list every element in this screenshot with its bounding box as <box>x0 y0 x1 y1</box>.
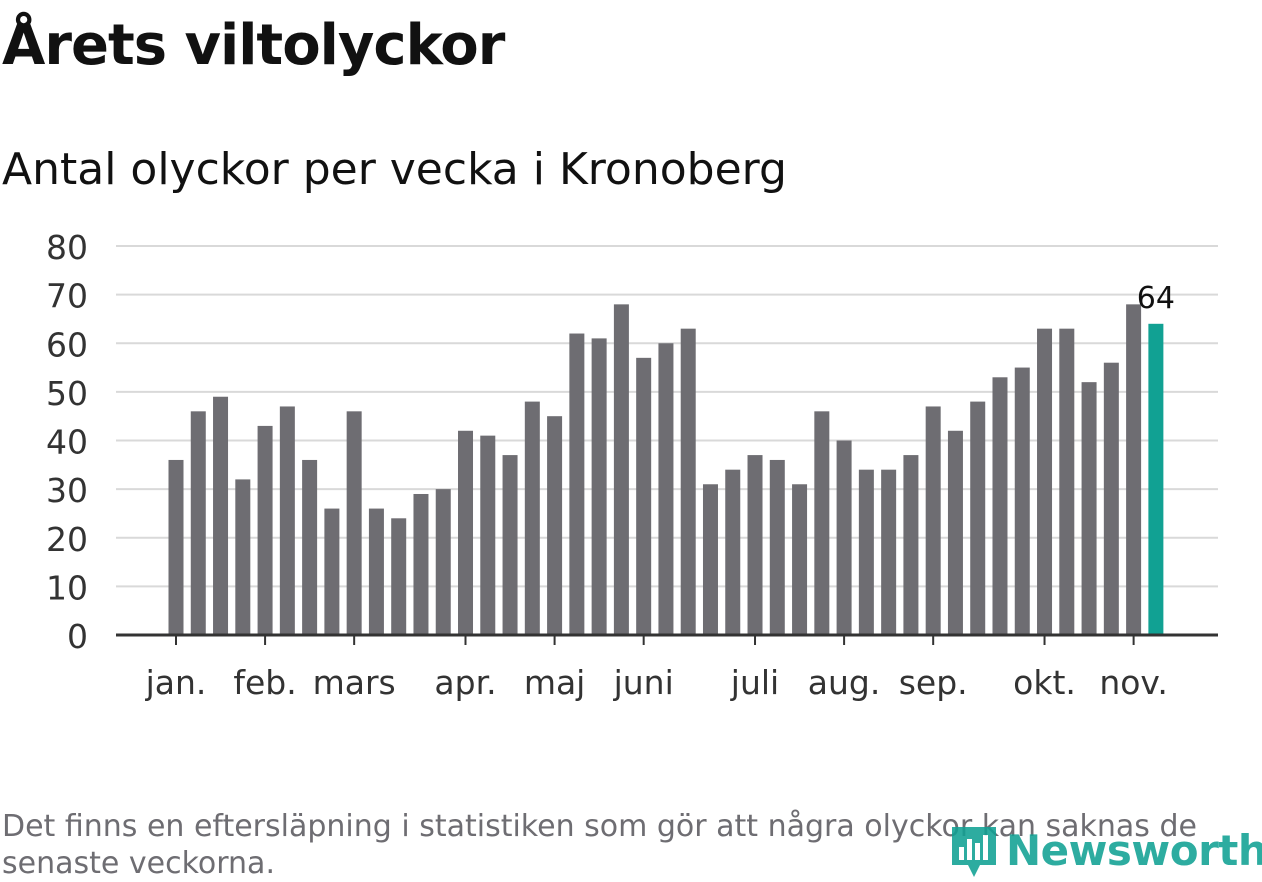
newsworthy-logo-text: Newsworthy <box>1006 825 1262 875</box>
bar <box>257 425 273 635</box>
bar <box>769 459 785 635</box>
bar <box>1037 328 1053 635</box>
x-tick-label: sep. <box>899 663 968 702</box>
bar <box>591 338 607 635</box>
bar <box>613 304 629 635</box>
chart-title: Årets viltolyckor <box>2 13 505 78</box>
x-tick-label: aug. <box>808 663 881 702</box>
footnote: Det finns en eftersläpning i statistiken… <box>2 809 1197 881</box>
bar <box>1081 382 1097 635</box>
x-tick-label: jan. <box>145 663 207 702</box>
bar <box>680 328 696 635</box>
x-tick-label: nov. <box>1099 663 1168 702</box>
y-tick-label: 0 <box>67 617 88 656</box>
y-tick-label: 60 <box>46 325 88 364</box>
bar <box>903 455 919 635</box>
y-tick-label: 30 <box>46 471 88 510</box>
bar <box>435 489 451 635</box>
bar <box>992 377 1008 635</box>
y-tick-label: 20 <box>46 520 88 559</box>
y-tick-label: 50 <box>46 374 88 413</box>
y-tick-label: 40 <box>46 423 88 462</box>
bar <box>1103 362 1119 635</box>
x-tick-label: mars <box>313 663 396 702</box>
bar <box>413 493 429 635</box>
x-tick-label: okt. <box>1013 663 1076 702</box>
bar <box>792 484 808 635</box>
bar <box>747 455 763 635</box>
x-axis <box>116 633 1218 645</box>
bar <box>836 440 852 635</box>
bar <box>190 411 206 635</box>
y-axis-labels: 0 10 20 30 40 50 60 70 80 <box>46 228 88 656</box>
bar <box>524 401 540 635</box>
bar <box>636 357 652 635</box>
bar <box>324 508 340 635</box>
bar <box>368 508 384 635</box>
bar <box>881 469 897 635</box>
bar <box>725 469 741 635</box>
newsworthy-logo: Newsworthy <box>950 820 1262 880</box>
bar <box>168 459 184 635</box>
bar <box>480 435 496 635</box>
bar <box>346 411 362 635</box>
y-tick-label: 10 <box>46 568 88 607</box>
bar <box>1126 304 1142 635</box>
bar <box>1014 367 1030 635</box>
annotations: 64 <box>1137 281 1175 316</box>
bar-current-week <box>1148 323 1164 635</box>
x-tick-label: juni <box>613 663 674 702</box>
bar <box>702 484 718 635</box>
bar <box>925 406 941 635</box>
bar <box>569 333 585 635</box>
x-tick-label: feb. <box>233 663 296 702</box>
bar <box>213 396 229 635</box>
y-tick-label: 70 <box>46 277 88 316</box>
x-tick-label: apr. <box>434 663 496 702</box>
bar <box>235 479 251 635</box>
bar <box>658 343 674 635</box>
x-tick-label: maj <box>524 663 586 702</box>
y-tick-label: 80 <box>46 228 88 267</box>
bar <box>1059 328 1075 635</box>
bar <box>814 411 830 635</box>
newsworthy-logo-icon <box>952 827 996 877</box>
bar <box>502 455 518 635</box>
bar <box>970 401 986 635</box>
x-axis-labels: jan. feb. mars apr. maj juni juli aug. sep. okt. n… <box>145 663 1168 702</box>
bar <box>858 469 874 635</box>
bar <box>279 406 295 635</box>
bar <box>547 416 563 635</box>
bar <box>947 430 963 635</box>
bar <box>458 430 474 635</box>
chart-subtitle: Antal olyckor per vecka i Kronoberg <box>2 144 787 195</box>
bar <box>302 459 318 635</box>
bar <box>391 518 407 635</box>
x-tick-label: juli <box>730 663 779 702</box>
value-label-current-week: 64 <box>1137 281 1175 316</box>
bars <box>168 304 1164 635</box>
